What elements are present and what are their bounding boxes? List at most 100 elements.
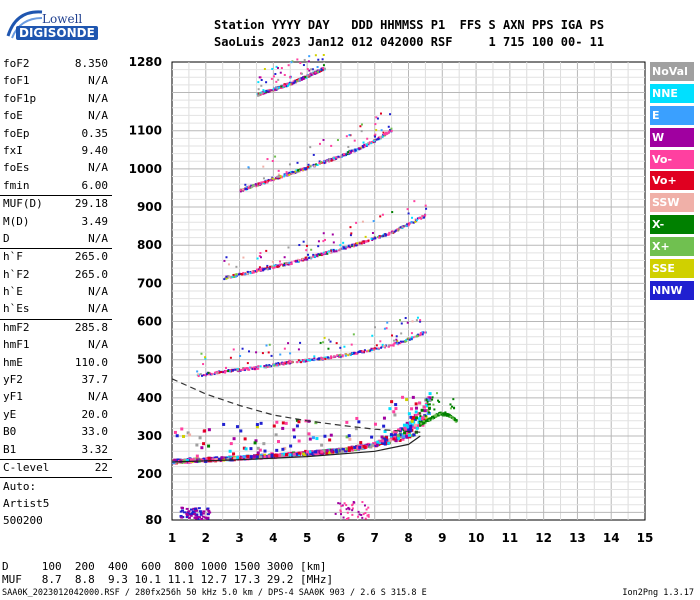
param-label: foF1 xyxy=(3,74,30,88)
echo-point xyxy=(337,502,340,505)
echo-point xyxy=(248,350,251,353)
echo-point xyxy=(404,431,408,435)
echo-point xyxy=(253,441,257,445)
echo-point xyxy=(253,184,256,187)
echo-point xyxy=(344,246,347,249)
echo-point xyxy=(288,173,291,176)
echo-point xyxy=(340,504,343,507)
echo-point xyxy=(357,147,360,150)
param-row: MUF(D) 29.18 xyxy=(0,195,112,213)
echo-point xyxy=(366,137,369,140)
echo-point xyxy=(452,417,455,420)
header-row-2: SaoLuis 2023 Jan12 012 042000 RSF 1 715 … xyxy=(214,35,605,49)
echo-point xyxy=(344,354,347,357)
echo-point xyxy=(185,516,189,519)
param-value: N/A xyxy=(88,338,108,352)
echo-point xyxy=(362,146,365,149)
echo-point xyxy=(314,71,317,74)
echo-point xyxy=(204,357,207,360)
echo-point xyxy=(322,357,325,360)
echo-point xyxy=(199,373,202,376)
echo-point xyxy=(319,161,322,164)
echo-point xyxy=(367,506,370,509)
echo-point xyxy=(274,433,278,437)
echo-point xyxy=(287,342,290,345)
echo-point xyxy=(409,415,413,419)
echo-point xyxy=(339,502,342,505)
echo-point xyxy=(414,218,417,221)
echo-point xyxy=(410,419,414,423)
echo-point xyxy=(370,237,373,240)
echo-point xyxy=(289,444,293,448)
echo-point xyxy=(283,256,286,259)
echo-point xyxy=(323,162,326,165)
echo-point xyxy=(428,392,432,396)
echo-point xyxy=(246,270,249,273)
echo-point xyxy=(271,260,274,263)
echo-point xyxy=(268,90,271,93)
echo-point xyxy=(381,134,384,137)
echo-point xyxy=(282,84,285,87)
echo-point xyxy=(314,452,318,456)
echo-point xyxy=(255,367,258,370)
echo-point xyxy=(408,338,411,341)
echo-point xyxy=(439,411,442,414)
echo-point xyxy=(306,68,309,71)
echo-point xyxy=(232,348,235,351)
echo-point xyxy=(308,450,312,454)
echo-point xyxy=(280,85,283,88)
echo-point xyxy=(428,408,431,411)
echo-point xyxy=(328,438,332,442)
echo-point xyxy=(298,78,301,81)
echo-point xyxy=(314,450,318,454)
echo-point xyxy=(274,86,277,89)
y-tick-label: 600 xyxy=(137,315,162,329)
echo-point xyxy=(419,332,422,335)
echo-point xyxy=(292,452,296,456)
echo-point xyxy=(316,66,319,69)
echo-point xyxy=(319,341,322,344)
echo-point xyxy=(330,144,333,147)
echo-point xyxy=(344,154,347,157)
echo-point xyxy=(277,169,280,172)
echo-point xyxy=(425,398,428,401)
echo-point xyxy=(325,356,328,359)
echo-point xyxy=(273,364,276,367)
echo-point xyxy=(322,138,325,141)
echo-point xyxy=(263,449,267,453)
echo-point xyxy=(376,117,379,120)
echo-point xyxy=(363,349,366,352)
echo-point xyxy=(384,233,387,236)
echo-point xyxy=(337,155,340,158)
echo-point xyxy=(386,132,389,135)
x-tick-label: 10 xyxy=(468,531,485,545)
echo-point xyxy=(248,167,251,170)
y-tick-label: 900 xyxy=(137,200,162,214)
echo-point xyxy=(395,338,398,341)
echo-point xyxy=(256,93,259,96)
echo-point xyxy=(200,517,204,520)
echo-point xyxy=(277,78,280,81)
echo-point xyxy=(251,367,254,370)
echo-point xyxy=(322,53,325,56)
echo-point xyxy=(213,372,216,375)
echo-point xyxy=(320,254,323,257)
echo-point xyxy=(345,353,348,356)
param-value: 22 xyxy=(94,460,108,474)
param-value: 6.00 xyxy=(81,178,109,192)
echo-point xyxy=(244,447,248,451)
echo-point xyxy=(227,263,230,266)
echo-point xyxy=(347,517,350,520)
echo-point xyxy=(237,273,240,276)
echo-point xyxy=(273,266,276,269)
echo-point xyxy=(340,155,343,158)
echo-point xyxy=(244,273,247,276)
echo-point xyxy=(351,149,354,152)
echo-point xyxy=(429,417,432,420)
echo-point xyxy=(347,145,350,148)
echo-point xyxy=(304,168,307,171)
echo-point xyxy=(317,240,320,243)
echo-point xyxy=(329,357,332,360)
echo-point xyxy=(421,416,425,420)
echo-point xyxy=(265,89,268,92)
